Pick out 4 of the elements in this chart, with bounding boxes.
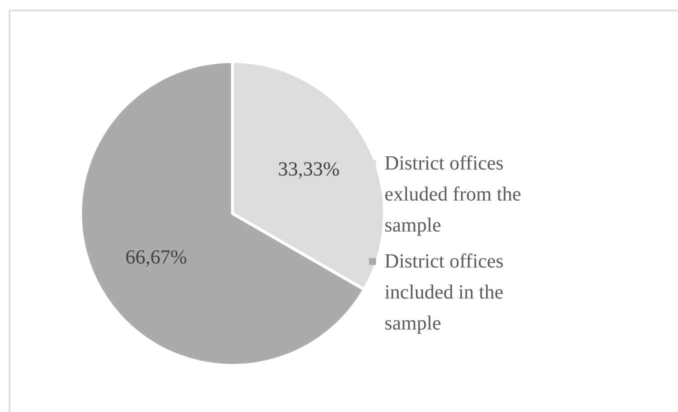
- data-label: 33,33%: [278, 158, 340, 180]
- data-label: 66,67%: [125, 246, 187, 269]
- legend-label: District offices included in the sample: [384, 250, 504, 334]
- legend-label: District offices exluded from the sample: [384, 152, 522, 236]
